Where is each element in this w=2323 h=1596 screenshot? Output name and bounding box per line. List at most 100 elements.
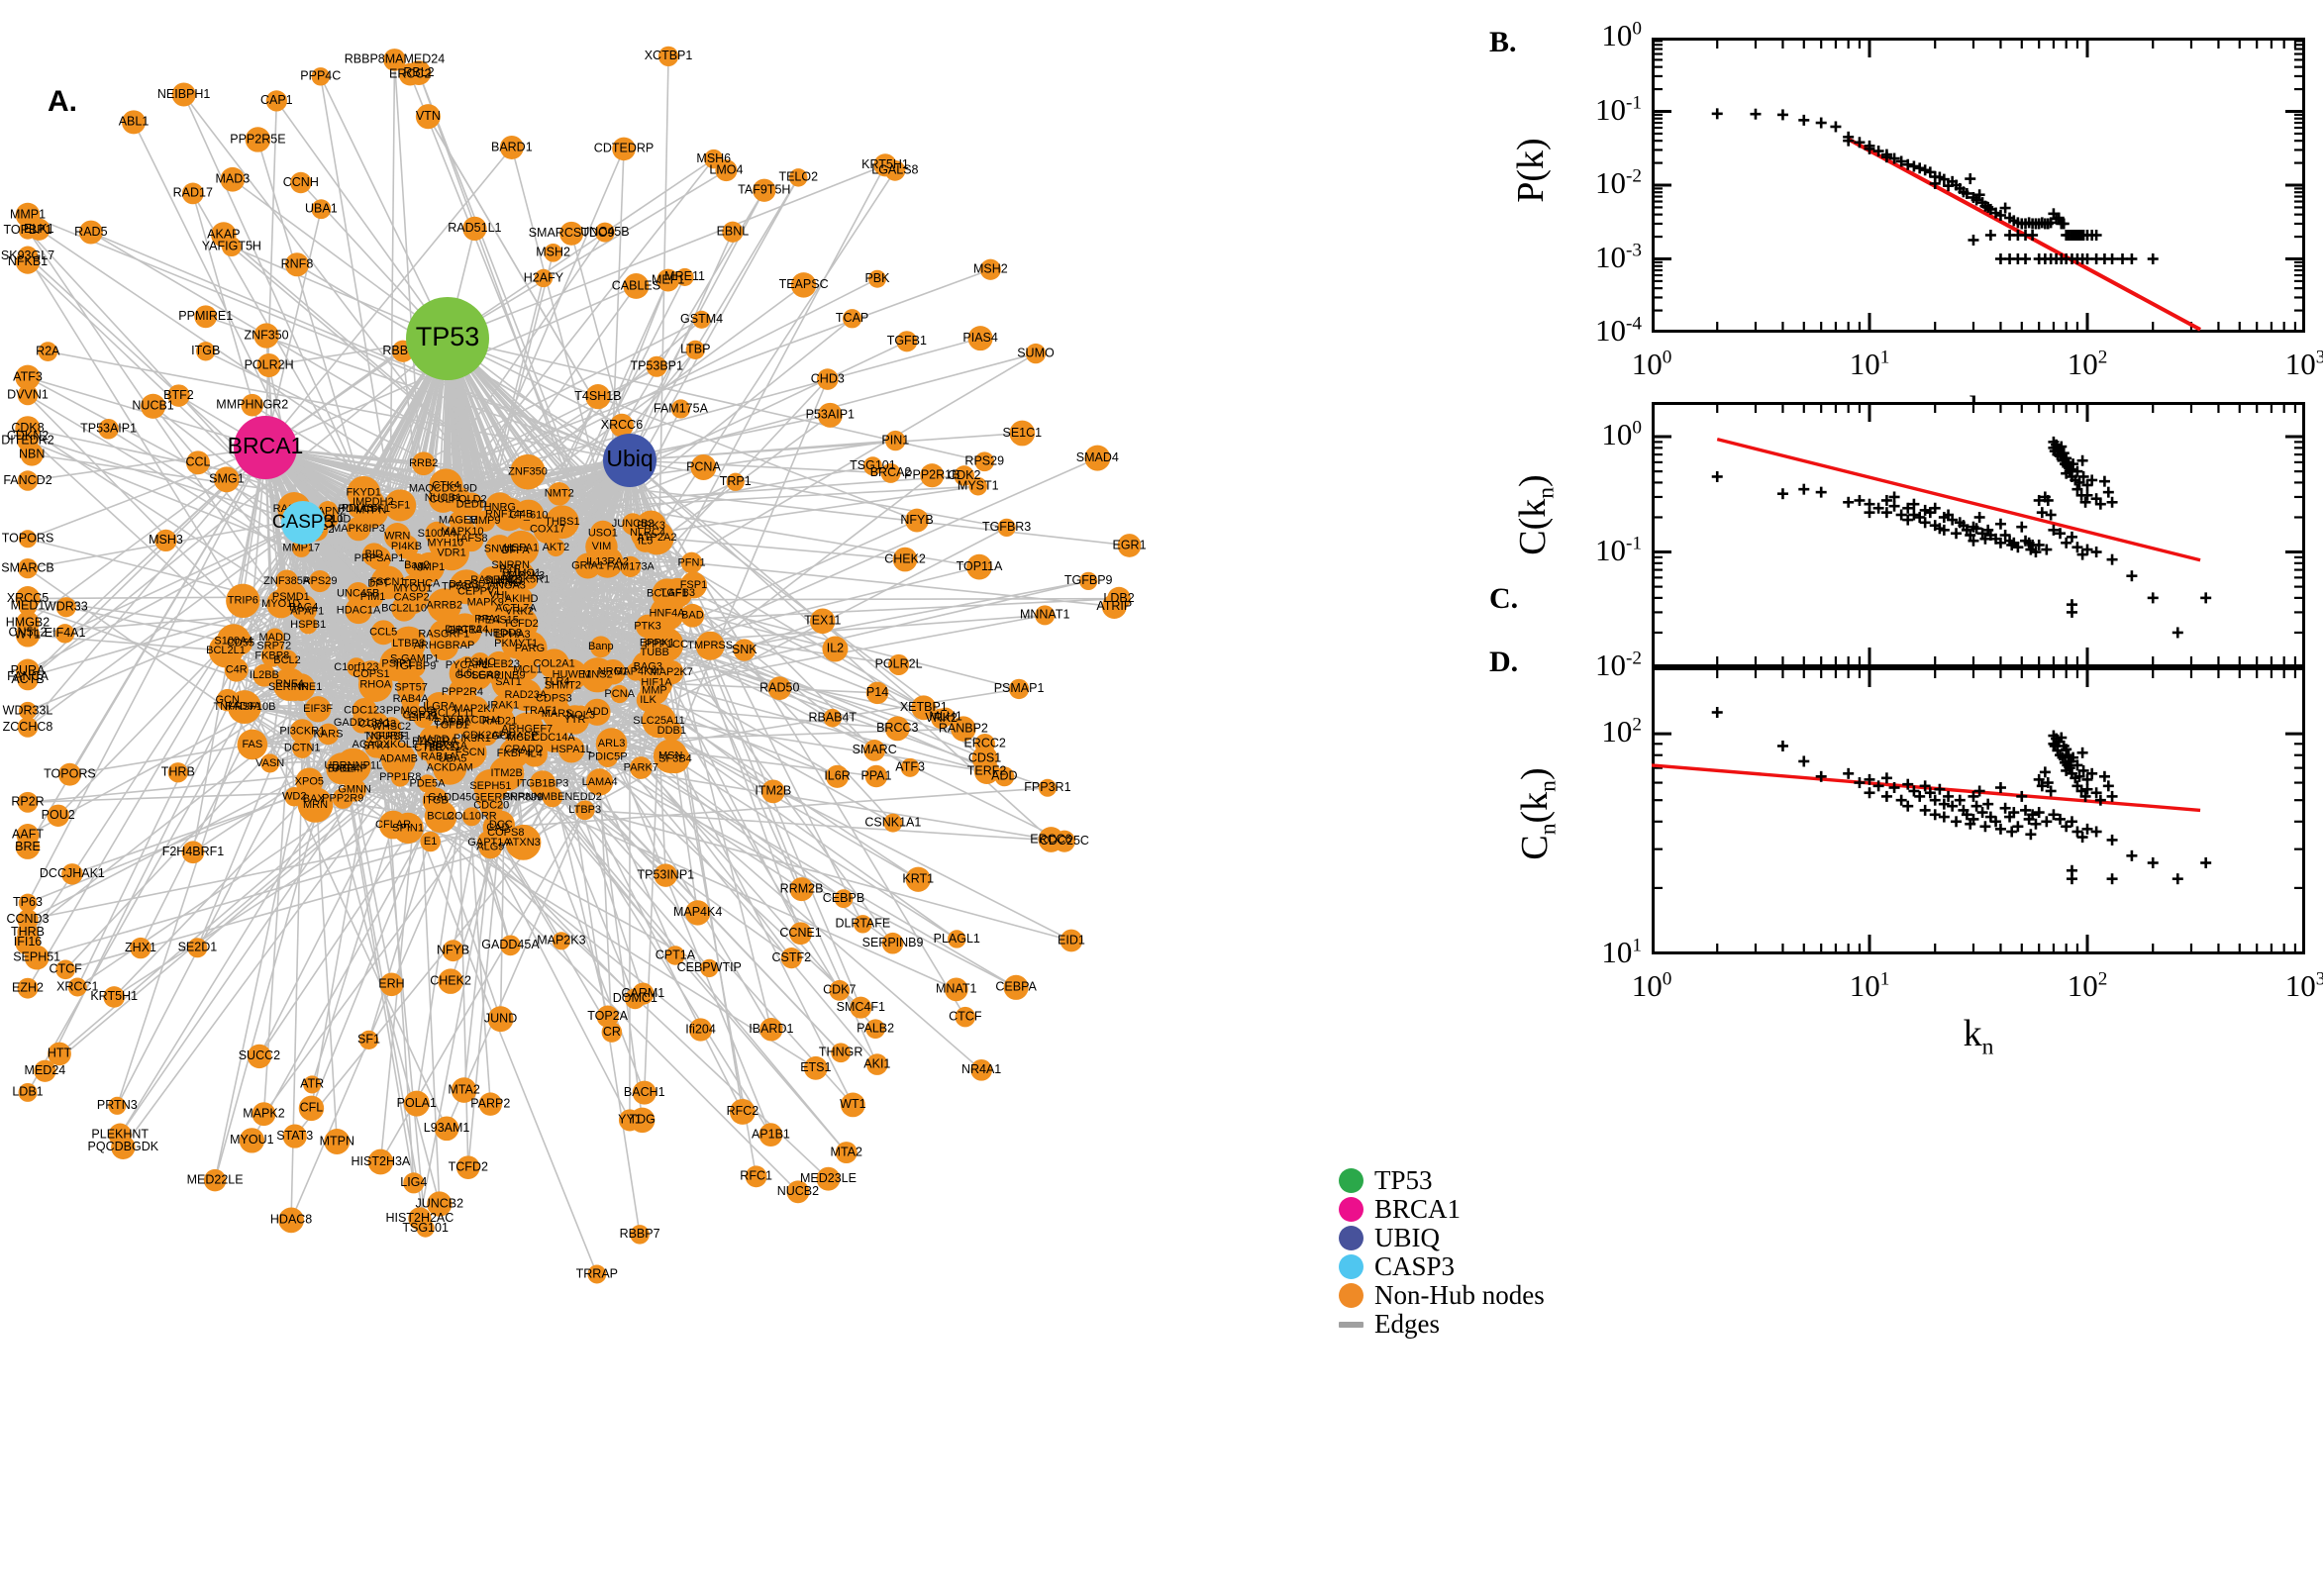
network-node[interactable]	[247, 1044, 272, 1069]
network-node[interactable]	[98, 419, 119, 440]
network-node[interactable]	[948, 930, 966, 948]
network-node[interactable]	[1035, 605, 1056, 626]
network-node[interactable]	[789, 922, 812, 946]
network-node[interactable]	[657, 46, 679, 67]
network-node[interactable]	[979, 258, 1001, 280]
network-node[interactable]	[600, 658, 626, 685]
network-node[interactable]	[383, 49, 406, 71]
network-node[interactable]	[357, 667, 393, 702]
network-node[interactable]	[684, 900, 711, 926]
network-node[interactable]	[547, 538, 565, 557]
network-node[interactable]	[478, 1092, 503, 1116]
network-node[interactable]	[332, 787, 354, 809]
network-node[interactable]	[108, 1096, 127, 1115]
network-node[interactable]	[501, 560, 520, 579]
network-node[interactable]	[665, 946, 685, 965]
network-node[interactable]	[347, 581, 370, 606]
network-node[interactable]	[596, 1005, 619, 1028]
network-node[interactable]	[557, 736, 585, 763]
network-node[interactable]	[475, 787, 496, 808]
network-node[interactable]	[586, 768, 614, 796]
network-node[interactable]	[228, 631, 253, 655]
network-node[interactable]	[862, 456, 882, 476]
network-node[interactable]	[17, 977, 39, 999]
network-node[interactable]	[863, 740, 886, 761]
network-node[interactable]	[260, 753, 280, 773]
network-node[interactable]	[24, 945, 50, 970]
network-node[interactable]	[630, 1225, 650, 1245]
network-node[interactable]	[462, 216, 487, 242]
network-node[interactable]	[265, 90, 287, 112]
panel-c-plot[interactable]	[1652, 402, 2305, 667]
network-node[interactable]	[654, 863, 678, 887]
network-node[interactable]	[1079, 571, 1098, 591]
network-node[interactable]	[396, 673, 426, 703]
network-node[interactable]	[488, 610, 509, 631]
network-node[interactable]	[892, 547, 918, 572]
network-node[interactable]	[583, 698, 611, 726]
network-node[interactable]	[111, 1135, 136, 1159]
network-node[interactable]	[304, 696, 332, 723]
network-node[interactable]	[442, 940, 464, 962]
network-node[interactable]	[15, 364, 41, 390]
network-node[interactable]	[955, 1006, 976, 1028]
network-node[interactable]	[660, 720, 682, 742]
network-node[interactable]	[358, 1030, 379, 1050]
network-node[interactable]	[559, 705, 590, 735]
network-node[interactable]	[803, 1055, 828, 1080]
network-node[interactable]	[361, 543, 386, 567]
network-node[interactable]	[866, 1053, 888, 1075]
network-node[interactable]	[653, 739, 688, 773]
network-node[interactable]	[884, 716, 910, 742]
network-node[interactable]	[18, 530, 38, 549]
network-node[interactable]	[789, 168, 808, 187]
network-node[interactable]	[873, 153, 897, 177]
network-node[interactable]	[379, 972, 404, 997]
network-node[interactable]	[835, 1142, 858, 1164]
network-node[interactable]	[503, 530, 540, 566]
network-node[interactable]	[15, 249, 41, 274]
network-node[interactable]	[487, 1006, 514, 1033]
network-node[interactable]	[733, 639, 756, 661]
network-node[interactable]	[289, 719, 315, 744]
network-node[interactable]	[15, 623, 41, 648]
network-node[interactable]	[1009, 420, 1036, 447]
network-node[interactable]	[433, 750, 467, 785]
network-node[interactable]	[34, 1059, 56, 1082]
network-node[interactable]	[850, 996, 872, 1019]
network-node[interactable]	[282, 1124, 307, 1148]
network-node[interactable]	[351, 712, 373, 734]
network-node[interactable]	[451, 1077, 477, 1103]
network-node[interactable]	[865, 1019, 885, 1040]
network-node[interactable]	[378, 810, 408, 840]
network-node[interactable]	[499, 135, 524, 159]
network-node[interactable]	[411, 451, 436, 476]
network-node[interactable]	[662, 577, 693, 608]
network-node[interactable]	[54, 624, 75, 644]
network-node[interactable]	[834, 889, 854, 909]
network-node[interactable]	[905, 866, 931, 892]
network-node[interactable]	[994, 766, 1015, 787]
network-node[interactable]	[370, 620, 396, 646]
network-node[interactable]	[492, 694, 515, 717]
network-node[interactable]	[610, 413, 634, 438]
network-node[interactable]	[612, 137, 636, 161]
network-node[interactable]	[997, 518, 1016, 538]
network-node[interactable]	[15, 202, 41, 228]
network-node[interactable]	[252, 1102, 276, 1127]
network-node[interactable]	[17, 791, 39, 813]
network-node[interactable]	[48, 1042, 71, 1066]
network-node[interactable]	[55, 959, 75, 980]
network-node[interactable]	[434, 1116, 459, 1142]
network-node[interactable]	[840, 1092, 865, 1118]
network-node[interactable]	[438, 968, 463, 994]
network-node[interactable]	[620, 555, 642, 577]
network-node[interactable]	[367, 1148, 394, 1175]
network-node[interactable]	[831, 1043, 852, 1063]
network-node[interactable]	[203, 1168, 227, 1192]
network-node[interactable]	[301, 786, 327, 812]
panel-b-plot[interactable]	[1652, 38, 2305, 333]
network-node[interactable]	[503, 606, 539, 642]
network-node[interactable]	[284, 786, 304, 807]
network-node[interactable]	[547, 482, 571, 506]
